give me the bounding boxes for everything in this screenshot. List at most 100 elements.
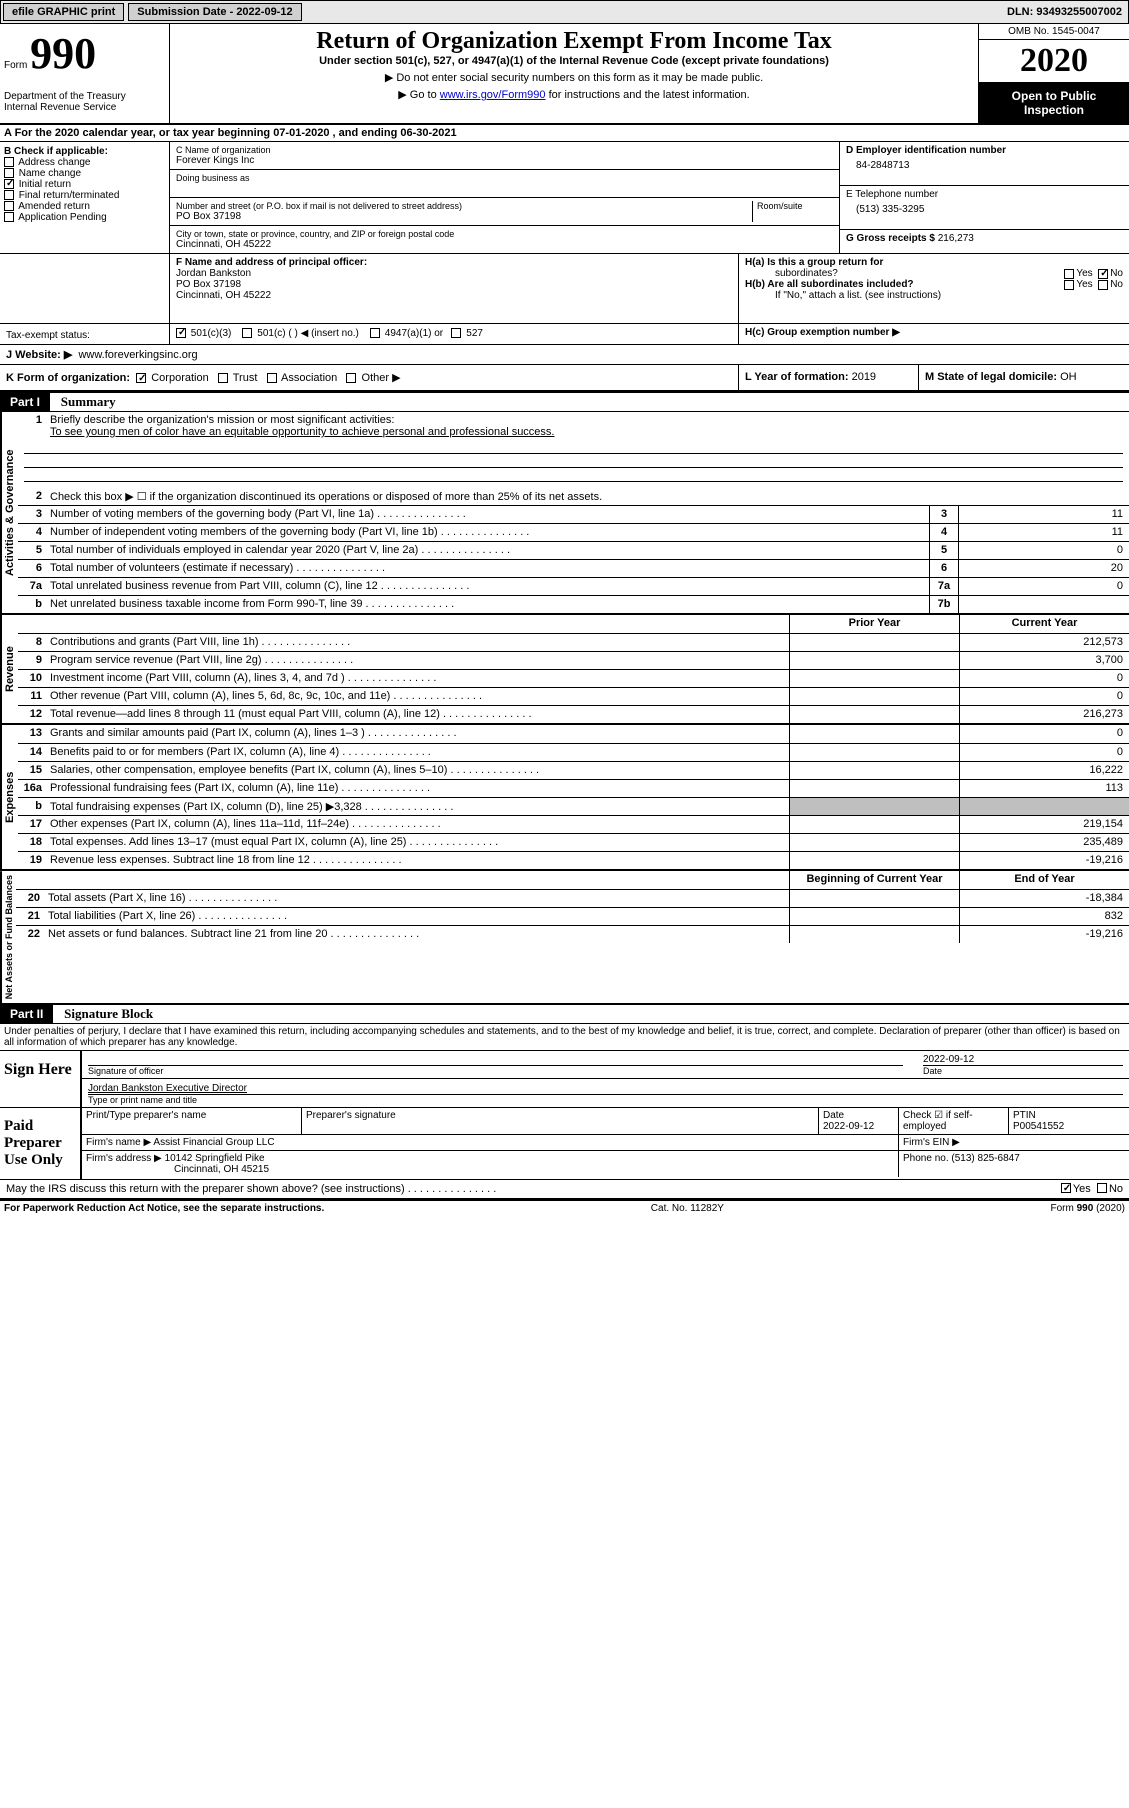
ssn-warning: ▶ Do not enter social security numbers o…	[174, 71, 974, 84]
form-org-label: K Form of organization:	[6, 372, 130, 384]
gross-receipts-label: G Gross receipts $	[846, 233, 935, 244]
omb-number: OMB No. 1545-0047	[979, 24, 1129, 40]
city-label: City or town, state or province, country…	[176, 229, 833, 239]
sig-officer-label: Signature of officer	[88, 1065, 903, 1076]
website-label: J Website: ▶	[6, 349, 72, 361]
ha-yes-checkbox[interactable]	[1064, 269, 1074, 279]
mission-text: To see young men of color have an equita…	[50, 426, 555, 438]
hb-no-checkbox[interactable]	[1098, 280, 1108, 290]
sign-here-label: Sign Here	[0, 1051, 80, 1107]
ha-label: H(a) Is this a group return for	[745, 257, 1123, 268]
501c-checkbox[interactable]	[242, 328, 252, 338]
q2-text: Check this box ▶ ☐ if the organization d…	[46, 488, 1129, 505]
paperwork-notice: For Paperwork Reduction Act Notice, see …	[4, 1203, 324, 1214]
address-label: Number and street (or P.O. box if mail i…	[176, 201, 748, 211]
state-domicile-value: OH	[1060, 371, 1077, 383]
corp-checkbox[interactable]	[136, 373, 146, 383]
tax-year: 2020	[979, 40, 1129, 83]
form-title: Return of Organization Exempt From Incom…	[174, 28, 974, 55]
officer-label: F Name and address of principal officer:	[176, 257, 732, 268]
4947-checkbox[interactable]	[370, 328, 380, 338]
current-year-header: Current Year	[959, 615, 1129, 633]
501c3-checkbox[interactable]	[176, 328, 186, 338]
form-number: 990	[30, 29, 96, 78]
entity-block: B Check if applicable: Address change Na…	[0, 142, 1129, 254]
firm-phone: (513) 825-6847	[951, 1153, 1019, 1164]
firm-address: 10142 Springfield Pike	[165, 1153, 265, 1164]
vert-governance: Activities & Governance	[0, 412, 18, 613]
dept-treasury: Department of the Treasury Internal Reve…	[4, 91, 165, 113]
hb-note: If "No," attach a list. (see instruction…	[745, 290, 1123, 301]
self-employed-check: Check ☑ if self-employed	[903, 1110, 1004, 1132]
phone-value: (513) 335-3295	[846, 200, 1123, 215]
b-checkbox-5[interactable]	[4, 212, 14, 222]
sig-date-value: 2022-09-12	[923, 1054, 1123, 1065]
ein-label: D Employer identification number	[846, 145, 1123, 156]
gross-receipts-value: 216,273	[938, 233, 974, 244]
goto-instruction: ▶ Go to www.irs.gov/Form990 for instruct…	[174, 88, 974, 101]
hb-yes-checkbox[interactable]	[1064, 280, 1074, 290]
b-checkbox-2[interactable]	[4, 179, 14, 189]
phone-label: E Telephone number	[846, 189, 1123, 200]
vert-expenses: Expenses	[0, 725, 18, 869]
org-name: Forever Kings Inc	[176, 155, 833, 166]
b-checkbox-4[interactable]	[4, 201, 14, 211]
year-formation-label: L Year of formation:	[745, 371, 849, 383]
firm-name: Assist Financial Group LLC	[153, 1137, 274, 1148]
ein-value: 84-2848713	[846, 156, 1123, 171]
discuss-text: May the IRS discuss this return with the…	[6, 1183, 1061, 1195]
end-year-header: End of Year	[959, 871, 1129, 889]
room-label: Room/suite	[757, 201, 833, 211]
hc-label: H(c) Group exemption number ▶	[745, 327, 900, 338]
officer-print-name: Jordan Bankston Executive Director	[88, 1083, 1123, 1094]
assoc-checkbox[interactable]	[267, 373, 277, 383]
submission-date-button[interactable]: Submission Date - 2022-09-12	[128, 3, 301, 21]
paid-preparer-label: Paid Preparer Use Only	[0, 1108, 80, 1179]
b-checkbox-1[interactable]	[4, 168, 14, 178]
ptin-value: P00541552	[1013, 1121, 1125, 1132]
part1-title: Summary	[53, 394, 116, 409]
officer-name: Jordan Bankston	[176, 268, 732, 279]
print-name-label: Type or print name and title	[88, 1094, 1123, 1105]
address: PO Box 37198	[176, 211, 748, 222]
officer-addr1: PO Box 37198	[176, 279, 732, 290]
discuss-yes-checkbox[interactable]	[1061, 1183, 1071, 1193]
org-name-label: C Name of organization	[176, 145, 833, 155]
prior-year-header: Prior Year	[789, 615, 959, 633]
b-checkbox-3[interactable]	[4, 190, 14, 200]
form-header: Form 990 Department of the Treasury Inte…	[0, 24, 1129, 125]
section-b: B Check if applicable: Address change Na…	[0, 142, 170, 253]
public-inspection: Open to Public Inspection	[979, 83, 1129, 123]
officer-addr2: Cincinnati, OH 45222	[176, 290, 732, 301]
vert-revenue: Revenue	[0, 615, 18, 723]
efile-button[interactable]: efile GRAPHIC print	[3, 3, 124, 21]
tax-exempt-label: Tax-exempt status:	[0, 324, 170, 344]
form-footer: Form 990 (2020)	[1051, 1203, 1125, 1214]
city: Cincinnati, OH 45222	[176, 239, 833, 250]
q1-text: Briefly describe the organization's miss…	[50, 414, 394, 426]
dln-label: DLN: 93493255007002	[1001, 4, 1128, 20]
begin-year-header: Beginning of Current Year	[789, 871, 959, 889]
declaration-text: Under penalties of perjury, I declare th…	[0, 1024, 1129, 1050]
527-checkbox[interactable]	[451, 328, 461, 338]
discuss-no-checkbox[interactable]	[1097, 1183, 1107, 1193]
form-prefix: Form	[4, 60, 27, 71]
part2-header: Part II	[0, 1005, 53, 1023]
hb-label: H(b) Are all subordinates included?	[745, 279, 1064, 290]
sig-date-label: Date	[923, 1065, 1123, 1076]
ha-no-checkbox[interactable]	[1098, 269, 1108, 279]
form-subtitle: Under section 501(c), 527, or 4947(a)(1)…	[174, 55, 974, 67]
tax-period: A For the 2020 calendar year, or tax yea…	[0, 125, 1129, 142]
part2-title: Signature Block	[56, 1006, 153, 1021]
cat-no: Cat. No. 11282Y	[651, 1203, 724, 1214]
year-formation-value: 2019	[852, 371, 876, 383]
vert-net-assets: Net Assets or Fund Balances	[0, 871, 16, 1003]
trust-checkbox[interactable]	[218, 373, 228, 383]
top-toolbar: efile GRAPHIC print Submission Date - 20…	[0, 0, 1129, 24]
other-checkbox[interactable]	[346, 373, 356, 383]
state-domicile-label: M State of legal domicile:	[925, 371, 1057, 383]
website-value: www.foreverkingsinc.org	[78, 349, 197, 361]
form990-link[interactable]: www.irs.gov/Form990	[440, 89, 546, 101]
b-checkbox-0[interactable]	[4, 157, 14, 167]
dba-label: Doing business as	[176, 173, 833, 183]
